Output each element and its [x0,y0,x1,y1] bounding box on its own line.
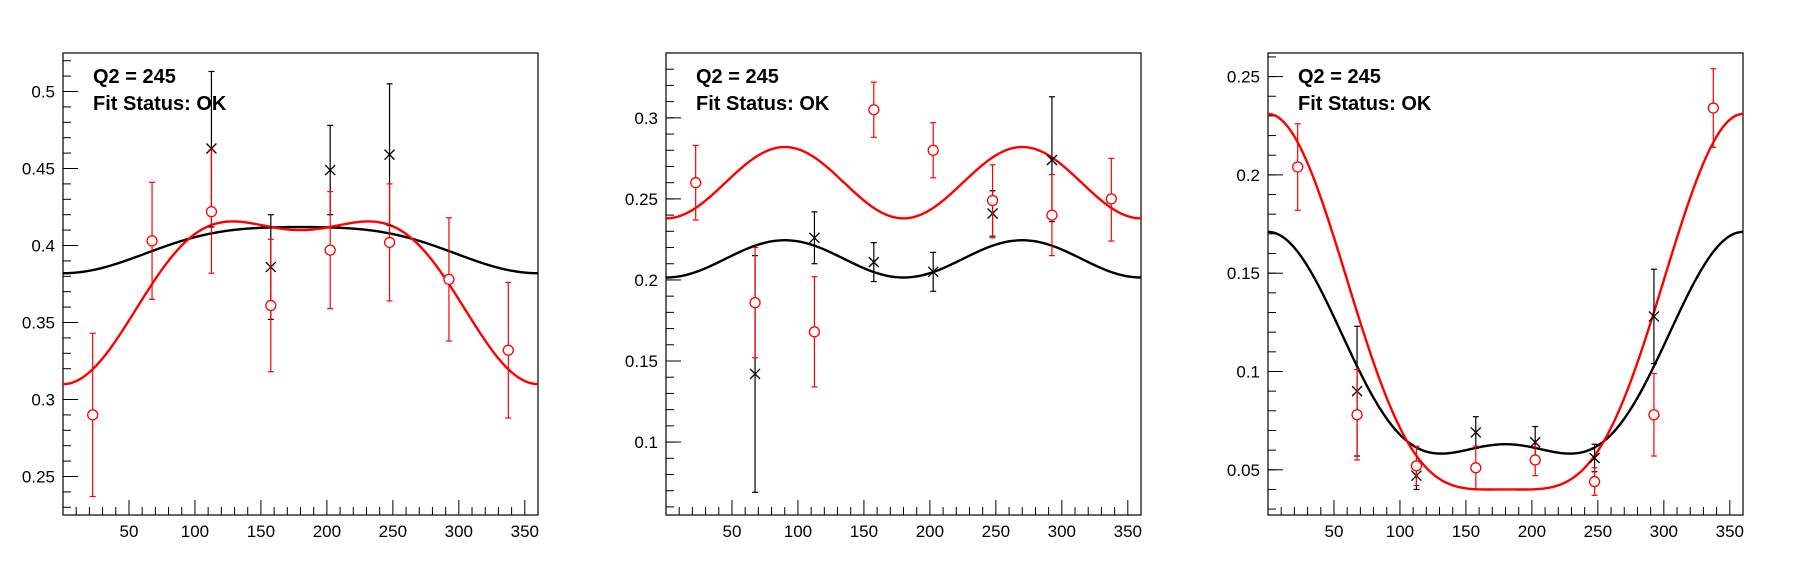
fit-curve-black [1267,230,1744,455]
data-point-circle [690,177,702,189]
data-point-x [324,164,336,176]
data-point-circle [383,236,396,249]
data-point-circle [1648,409,1660,421]
x-tick-label: 300 [445,522,473,541]
y-tick-label: 0.2 [1236,166,1260,185]
data-point-circle [1529,454,1541,466]
annotation-q2: Q2 = 245 [696,66,779,88]
x-tick-label: 300 [1650,522,1678,541]
y-tick-label: 0.15 [1227,264,1260,283]
y-tick-label: 0.2 [634,271,658,290]
y-tick-label: 0.05 [1227,461,1260,480]
plot-frame [62,52,539,516]
data-point-x [384,149,396,161]
annotation-fit-status: Fit Status: OK [93,93,227,115]
x-tick-label: 250 [982,522,1010,541]
data-point-x [1046,154,1058,166]
data-point-circle [1410,460,1423,472]
y-tick-label: 0.25 [22,468,55,487]
data-point-circle [1351,409,1363,421]
x-tick-label: 100 [1386,522,1414,541]
data-point-x [808,232,820,244]
data-point-circle [808,326,821,338]
annotation-q2: Q2 = 245 [1298,66,1381,88]
y-tick-label: 0.5 [31,83,55,102]
data-point-x [1589,452,1601,464]
plot-frame [1267,52,1744,516]
y-tick-label: 0.1 [1236,362,1260,381]
data-point-circle [927,144,939,156]
y-tick-label: 0.25 [1227,68,1260,87]
x-tick-label: 300 [1048,522,1076,541]
data-point-circle [502,344,514,356]
x-tick-label: 150 [247,522,275,541]
chart-panel-2: 0.1 0.15 0.2 0.25 0.3 50 100 150 200 250 300 350 Q2 … [625,52,1142,541]
fit-curve-red [1267,112,1744,491]
data-point-circle [868,104,880,116]
x-tick-label: 350 [511,522,539,541]
fit-curve-red [665,145,1142,220]
data-point-x [1529,436,1541,448]
data-point-x [1470,426,1482,438]
data-point-circle [1470,462,1482,474]
data-point-circle [1046,209,1058,221]
data-point-x [868,256,880,268]
x-tick-label: 100 [784,522,812,541]
x-tick-label: 150 [1452,522,1480,541]
data-point-circle [986,194,999,207]
x-tick-label: 250 [1584,522,1612,541]
x-tick-label: 50 [1325,522,1344,541]
x-tick-label: 150 [850,522,878,541]
y-tick-label: 0.45 [22,160,55,179]
data-point-circle [324,244,336,256]
data-point-circle [205,205,218,218]
data-point-x [205,143,217,154]
x-tick-label: 250 [379,522,407,541]
data-point-x [749,368,761,380]
fit-curve-black [62,225,539,275]
data-point-circle [1105,193,1117,205]
data-point-circle [1707,102,1719,114]
x-tick-label: 200 [916,522,944,541]
plot-frame [665,52,1142,516]
y-tick-label: 0.15 [625,352,658,371]
data-point-circle [146,235,158,247]
annotation-q2: Q2 = 245 [93,66,176,88]
x-tick-label: 200 [313,522,341,541]
annotation-fit-status: Fit Status: OK [1298,93,1432,115]
data-point-x [1648,310,1660,322]
chart-panel-1: 0.25 0.3 0.35 0.4 0.45 0.5 50 100 150 200 250 300 35… [22,52,539,541]
y-tick-label: 0.35 [22,314,55,333]
x-tick-label: 50 [120,522,139,541]
x-tick-label: 100 [181,522,209,541]
chart-panel-3: 0.05 0.1 0.15 0.2 0.25 50 100 150 200 250 300 350 Q2… [1227,52,1744,541]
data-point-circle [1588,475,1601,488]
x-tick-label: 350 [1716,522,1744,541]
data-point-circle [1292,161,1304,173]
annotation-fit-status: Fit Status: OK [696,93,830,115]
x-tick-label: 50 [723,522,742,541]
x-tick-label: 350 [1114,522,1142,541]
data-point-circle [87,409,99,421]
data-point-circle [443,273,455,286]
data-point-circle [749,296,761,309]
y-tick-label: 0.1 [634,433,658,452]
y-tick-label: 0.4 [31,237,55,256]
y-tick-label: 0.3 [634,109,658,128]
y-tick-label: 0.25 [625,190,658,209]
x-tick-label: 200 [1518,522,1546,541]
data-point-circle [265,299,277,312]
fit-curve-red [62,220,539,386]
fit-curve-black [665,239,1142,279]
data-point-x [927,266,939,278]
y-tick-label: 0.3 [31,391,55,410]
